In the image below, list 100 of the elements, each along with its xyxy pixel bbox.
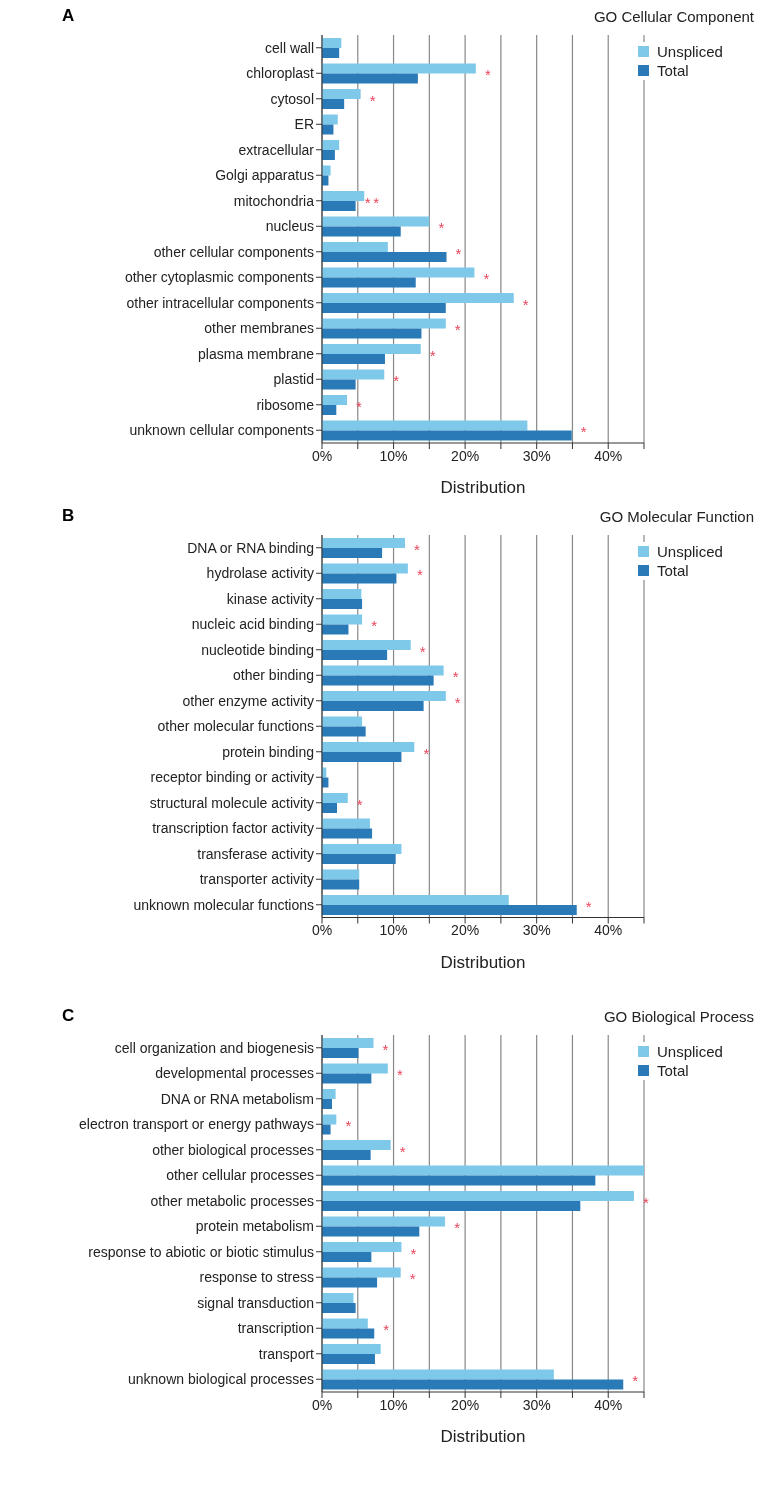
text: GO Molecular Function bbox=[599, 508, 754, 525]
y-tick-label: other enzyme activity bbox=[182, 692, 314, 709]
bar bbox=[322, 318, 446, 329]
bar bbox=[322, 1293, 354, 1303]
annotation: * bbox=[382, 1040, 389, 1058]
bar bbox=[322, 1063, 388, 1074]
y-tick-label: other intracellular components bbox=[126, 294, 314, 311]
x-axis-title: Distribution bbox=[440, 1427, 526, 1446]
y-tick-label: mitochondria bbox=[233, 192, 315, 209]
y-tick-label: unknown molecular functions bbox=[133, 896, 314, 913]
bar bbox=[322, 1277, 378, 1288]
x-tick-label: 0% bbox=[311, 922, 333, 939]
annotation: * bbox=[585, 897, 592, 915]
bar bbox=[322, 430, 572, 441]
bar bbox=[322, 379, 356, 390]
y-tick-label: transferase activity bbox=[197, 845, 314, 862]
legend-label: Total bbox=[657, 61, 689, 80]
bar bbox=[322, 701, 424, 711]
bar bbox=[322, 216, 430, 227]
y-tick-label: other membranes bbox=[204, 320, 314, 337]
y-tick-label: other binding bbox=[233, 667, 314, 684]
annotation: * bbox=[455, 244, 462, 262]
legend-label: Unspliced bbox=[657, 542, 723, 561]
y-tick-label: DNA or RNA binding bbox=[187, 539, 314, 556]
text: B bbox=[62, 506, 75, 526]
bar bbox=[322, 879, 360, 890]
x-tick-label: 10% bbox=[379, 922, 408, 939]
bar bbox=[322, 895, 509, 905]
annotation: * bbox=[423, 744, 430, 762]
bar bbox=[322, 650, 388, 660]
bar bbox=[322, 614, 363, 625]
y-tick-label: transporter activity bbox=[199, 871, 314, 888]
bar bbox=[322, 1089, 336, 1099]
bar bbox=[322, 624, 349, 635]
y-tick-label: Golgi apparatus bbox=[215, 167, 314, 184]
bar bbox=[322, 1073, 372, 1084]
bar bbox=[322, 1252, 372, 1262]
y-tick-label: protein binding bbox=[222, 743, 314, 760]
bar bbox=[322, 752, 402, 762]
bar bbox=[322, 1344, 381, 1354]
annotation: * bbox=[399, 1142, 406, 1160]
y-tick-label: other metabolic processes bbox=[150, 1192, 314, 1209]
annotation: * bbox=[580, 423, 587, 441]
y-tick-label: transcription bbox=[237, 1320, 314, 1337]
y-tick-label: developmental processes bbox=[155, 1065, 314, 1082]
annotation: * bbox=[522, 295, 529, 313]
annotation: * bbox=[369, 91, 376, 109]
y-tick-label: cell organization and biogenesis bbox=[114, 1039, 314, 1056]
legend-label: Unspliced bbox=[657, 1042, 723, 1061]
bar bbox=[322, 395, 348, 405]
bar bbox=[322, 803, 338, 813]
y-tick-label: kinase activity bbox=[226, 590, 314, 607]
bar bbox=[322, 63, 476, 74]
bar bbox=[322, 114, 338, 125]
bar bbox=[322, 538, 405, 548]
bar bbox=[322, 675, 434, 686]
x-tick-label: 20% bbox=[451, 447, 480, 464]
legend-label: Unspliced bbox=[657, 42, 723, 61]
y-tick-label: hydrolase activity bbox=[206, 565, 314, 582]
bar bbox=[322, 1175, 596, 1186]
bar bbox=[322, 1328, 375, 1339]
bar bbox=[322, 793, 348, 803]
y-tick-label: nucleus bbox=[265, 218, 314, 235]
x-axis-title: Distribution bbox=[440, 478, 526, 497]
y-tick-label: signal transduction bbox=[197, 1294, 314, 1311]
bar bbox=[322, 818, 370, 829]
bar bbox=[322, 1242, 402, 1252]
y-tick-label: transcription factor activity bbox=[152, 820, 314, 837]
bar bbox=[322, 405, 337, 415]
annotation: * bbox=[345, 1117, 352, 1135]
y-tick-label: other cytoplasmic components bbox=[124, 269, 314, 286]
y-tick-label: response to abiotic or biotic stimulus bbox=[88, 1243, 314, 1260]
bar bbox=[322, 1318, 368, 1329]
bar bbox=[322, 1354, 375, 1364]
y-tick-label: unknown biological processes bbox=[128, 1371, 314, 1388]
y-tick-label: nucleic acid binding bbox=[191, 616, 314, 633]
bar bbox=[322, 869, 360, 880]
annotation: * bbox=[452, 668, 459, 686]
bar bbox=[322, 1369, 554, 1380]
x-tick-label: 10% bbox=[379, 1396, 408, 1413]
annotation: * bbox=[356, 397, 363, 415]
bar bbox=[322, 277, 416, 288]
y-tick-label: electron transport or energy pathways bbox=[78, 1116, 314, 1133]
annotation: * bbox=[429, 346, 436, 364]
annotation: * bbox=[373, 193, 380, 211]
bar bbox=[322, 1165, 644, 1176]
bar bbox=[322, 73, 418, 84]
text: GO Biological Process bbox=[603, 1008, 754, 1025]
y-tick-label: ER bbox=[294, 116, 314, 133]
bar bbox=[322, 191, 365, 201]
y-tick-label: DNA or RNA metabolism bbox=[160, 1090, 314, 1107]
y-tick-label: extracellular bbox=[238, 141, 315, 158]
x-tick-label: 40% bbox=[594, 1396, 623, 1413]
bar bbox=[322, 48, 340, 58]
annotation: * bbox=[483, 270, 490, 288]
annotation: * bbox=[632, 1372, 639, 1390]
bar bbox=[322, 665, 444, 676]
annotation: * bbox=[454, 321, 461, 339]
bar bbox=[322, 226, 401, 237]
x-tick-label: 20% bbox=[451, 1396, 480, 1413]
